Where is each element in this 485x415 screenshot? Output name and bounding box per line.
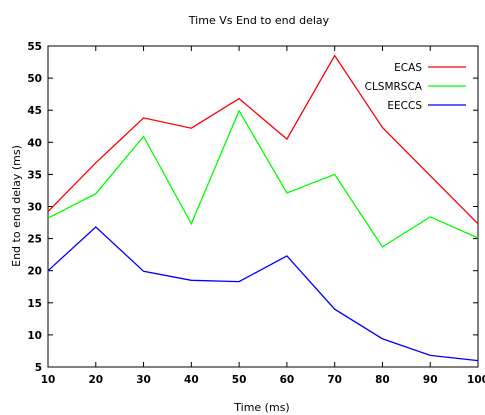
y-axis-label: End to end delay (ms) [10,145,23,267]
x-tick-label: 90 [423,374,438,386]
x-tick-label: 70 [327,374,342,386]
x-tick-label: 20 [88,374,103,386]
x-tick-label: 60 [280,374,295,386]
y-tick-label: 55 [27,41,42,53]
axis-ticks: 1020304050607080901005101520253035404550… [27,41,485,386]
y-tick-label: 5 [35,362,42,374]
legend: ECAS CLSMRSCA EECCS [365,62,466,112]
legend-label: ECAS [394,62,422,74]
y-tick-label: 35 [27,169,42,181]
y-tick-label: 45 [27,105,42,117]
x-tick-label: 30 [136,374,151,386]
x-tick-label: 40 [184,374,199,386]
y-tick-label: 10 [27,330,42,342]
x-tick-label: 50 [232,374,247,386]
y-tick-label: 15 [27,298,42,310]
x-tick-label: 100 [467,374,485,386]
series-line-eeccs [47,226,479,362]
chart-title: Time Vs End to end delay [188,14,330,27]
legend-label: CLSMRSCA [365,81,423,93]
series-line-clsmrsca [47,109,479,248]
plot-frame [47,45,479,368]
x-tick-label: 80 [375,374,390,386]
y-tick-label: 50 [27,73,42,85]
y-tick-label: 20 [27,266,42,278]
x-axis-label: Time (ms) [233,401,289,414]
legend-label: EECCS [387,100,422,112]
x-tick-label: 10 [41,374,56,386]
series-layer [47,54,479,362]
y-tick-label: 25 [27,234,42,246]
series-line-ecas [47,54,479,225]
y-tick-label: 40 [27,137,42,149]
y-tick-label: 30 [27,202,42,214]
